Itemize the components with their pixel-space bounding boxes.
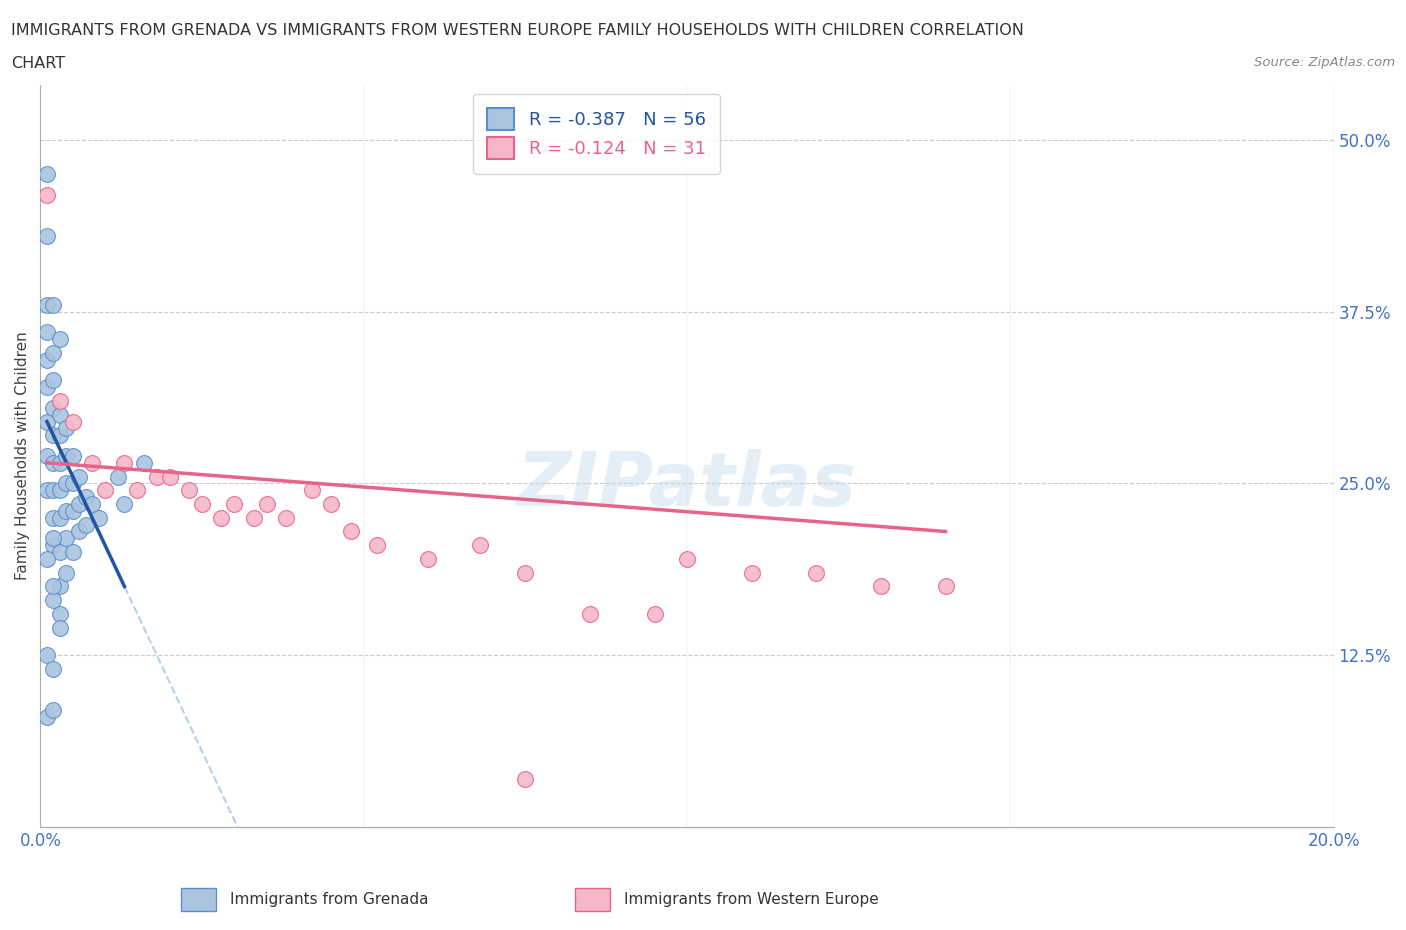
- Point: [42, 579, 65, 594]
- Point: [49, 393, 72, 408]
- Point: [159, 469, 181, 484]
- Point: [62, 414, 84, 429]
- Point: [35, 483, 58, 498]
- Point: [42, 298, 65, 312]
- Point: [301, 483, 323, 498]
- Point: [935, 579, 957, 594]
- Text: ZIPatlas: ZIPatlas: [517, 449, 858, 522]
- Point: [82, 456, 104, 471]
- Point: [321, 497, 343, 512]
- Point: [49, 579, 72, 594]
- Point: [49, 428, 72, 443]
- Text: Immigrants from Grenada: Immigrants from Grenada: [231, 892, 429, 907]
- Text: Immigrants from Western Europe: Immigrants from Western Europe: [624, 892, 879, 907]
- Point: [35, 414, 58, 429]
- Point: [55, 448, 77, 463]
- Point: [418, 551, 440, 566]
- Text: CHART: CHART: [11, 56, 65, 71]
- Point: [191, 497, 214, 512]
- Point: [114, 456, 136, 471]
- Point: [42, 483, 65, 498]
- Point: [55, 565, 77, 580]
- Point: [644, 606, 666, 621]
- Point: [224, 497, 246, 512]
- Point: [82, 497, 104, 512]
- Point: [274, 511, 297, 525]
- Point: [42, 428, 65, 443]
- Point: [242, 511, 264, 525]
- Point: [42, 531, 65, 546]
- Point: [42, 511, 65, 525]
- Point: [35, 352, 58, 367]
- Point: [35, 710, 58, 724]
- Point: [35, 448, 58, 463]
- Y-axis label: Family Households with Children: Family Households with Children: [15, 331, 30, 580]
- Point: [62, 503, 84, 518]
- Point: [67, 469, 90, 484]
- Point: [35, 298, 58, 312]
- Point: [42, 538, 65, 552]
- Point: [75, 517, 97, 532]
- Point: [870, 579, 893, 594]
- Point: [127, 483, 149, 498]
- Point: [94, 483, 117, 498]
- Point: [806, 565, 828, 580]
- Point: [339, 525, 361, 539]
- Legend: R = -0.387   N = 56, R = -0.124   N = 31: R = -0.387 N = 56, R = -0.124 N = 31: [472, 94, 720, 174]
- Point: [62, 545, 84, 560]
- Point: [42, 400, 65, 415]
- Point: [55, 421, 77, 436]
- Point: [211, 511, 233, 525]
- Point: [741, 565, 763, 580]
- Point: [35, 648, 58, 663]
- Point: [62, 476, 84, 491]
- Point: [42, 373, 65, 388]
- Point: [35, 551, 58, 566]
- Text: IMMIGRANTS FROM GRENADA VS IMMIGRANTS FROM WESTERN EUROPE FAMILY HOUSEHOLDS WITH: IMMIGRANTS FROM GRENADA VS IMMIGRANTS FR…: [11, 23, 1024, 38]
- Point: [55, 531, 77, 546]
- Point: [515, 772, 537, 787]
- Point: [42, 345, 65, 360]
- Point: [42, 703, 65, 718]
- Point: [676, 551, 699, 566]
- Point: [35, 166, 58, 181]
- Point: [256, 497, 278, 512]
- Point: [515, 565, 537, 580]
- Point: [35, 325, 58, 339]
- Point: [35, 379, 58, 394]
- Point: [49, 407, 72, 422]
- Point: [35, 187, 58, 202]
- Point: [49, 511, 72, 525]
- Point: [42, 661, 65, 676]
- Point: [55, 503, 77, 518]
- Point: [132, 456, 155, 471]
- Point: [114, 497, 136, 512]
- Point: [87, 511, 110, 525]
- Point: [75, 490, 97, 505]
- Point: [49, 456, 72, 471]
- Point: [366, 538, 388, 552]
- Point: [179, 483, 201, 498]
- Point: [42, 456, 65, 471]
- Point: [107, 469, 129, 484]
- Point: [49, 606, 72, 621]
- Point: [62, 448, 84, 463]
- Point: [468, 538, 491, 552]
- Point: [49, 620, 72, 635]
- Point: [67, 497, 90, 512]
- Point: [146, 469, 169, 484]
- Point: [579, 606, 602, 621]
- Point: [49, 545, 72, 560]
- Point: [49, 483, 72, 498]
- Text: Source: ZipAtlas.com: Source: ZipAtlas.com: [1254, 56, 1395, 69]
- Point: [35, 229, 58, 244]
- Point: [49, 332, 72, 347]
- Point: [55, 476, 77, 491]
- Point: [42, 592, 65, 607]
- Point: [67, 525, 90, 539]
